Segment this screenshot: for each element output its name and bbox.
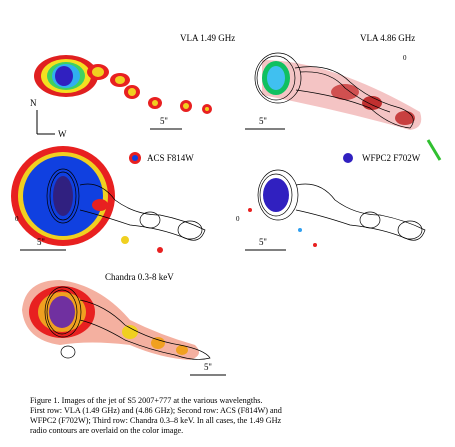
panel-label: ACS F814W <box>147 153 194 163</box>
scale-label: 5'' <box>160 116 168 126</box>
caption-line: Figure 1. Images of the jet of S5 2007+7… <box>30 396 262 405</box>
offset-label: 0 <box>403 54 407 62</box>
scale-label: 5'' <box>37 237 45 247</box>
panel-vla149: VLA 1.49 GHz 5'' N W <box>30 33 235 139</box>
panel-label: VLA 4.86 GHz <box>360 33 415 43</box>
caption-line: First row: VLA (1.49 GHz) and (4.86 GHz)… <box>30 406 282 415</box>
panel-label: VLA 1.49 GHz <box>180 33 235 43</box>
panel-wfpc2: WFPC2 F702W 0 5'' <box>236 139 442 251</box>
offset-label: 0 <box>236 215 240 223</box>
offset-label: 0 <box>15 215 19 223</box>
scale-label: 5'' <box>259 116 267 126</box>
panel-label: WFPC2 F702W <box>362 153 421 163</box>
panel-chandra: Chandra 0.3-8 keV 5'' <box>22 272 226 376</box>
caption: Figure 1. Images of the jet of S5 2007+7… <box>30 396 282 435</box>
scale-label: 5'' <box>259 237 267 247</box>
panel-label: Chandra 0.3-8 keV <box>105 272 174 282</box>
compass-west: W <box>58 129 67 139</box>
scale-label: 5'' <box>204 362 212 372</box>
panel-acs: ACS F814W 0 5'' <box>11 146 206 253</box>
compass-north: N <box>30 98 37 108</box>
panel-vla486: VLA 4.86 GHz 0 5'' <box>245 33 422 130</box>
caption-line: radio contours are overlaid on the color… <box>30 426 183 435</box>
caption-line: WFPC2 (F702W); Third row: Chandra 0.3–8 … <box>30 416 282 425</box>
